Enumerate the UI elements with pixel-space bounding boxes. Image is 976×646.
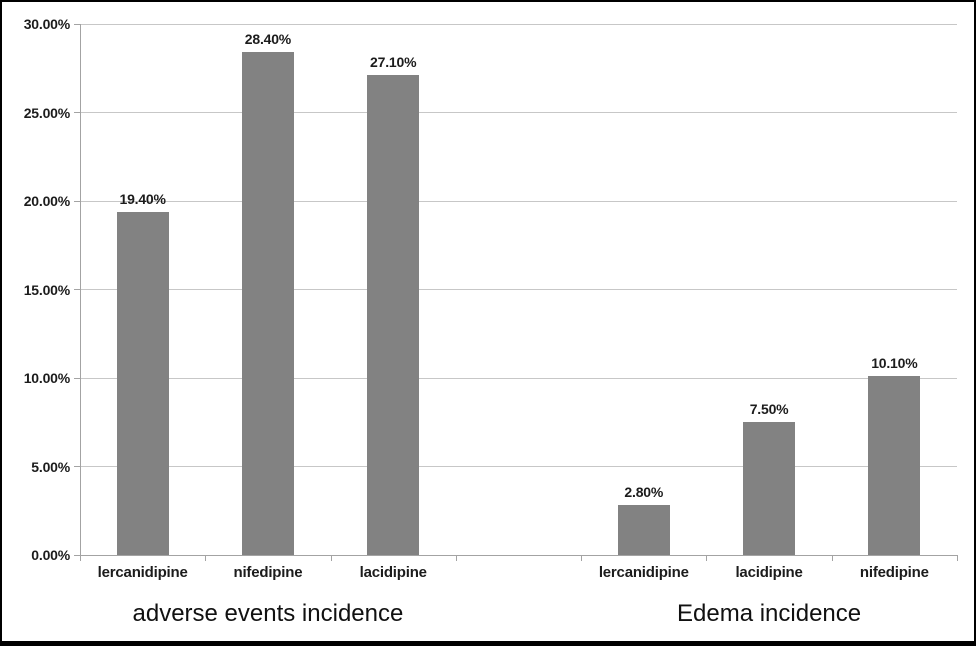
x-axis-tick <box>455 555 457 561</box>
group-axis-title: Edema incidence <box>677 600 862 627</box>
bar-value-label: 28.40% <box>244 31 292 48</box>
x-axis-tick <box>831 555 833 561</box>
bar-value-label: 27.10% <box>370 54 417 71</box>
bar-lercanidipine <box>116 211 169 555</box>
bar-nifedipine <box>868 376 921 555</box>
gridline <box>80 112 957 113</box>
bar-value-label: 7.50% <box>749 401 789 418</box>
y-axis-tick <box>74 377 80 379</box>
x-axis-tick <box>957 555 958 561</box>
bar-lacidipine <box>743 422 796 555</box>
group-axis-title: adverse events incidence <box>132 600 404 627</box>
bar-value-label: 2.80% <box>624 484 664 501</box>
y-axis-tick <box>74 289 80 290</box>
gridline <box>80 289 957 290</box>
category-label: lacidipine <box>359 564 427 581</box>
bar-nifedipine <box>241 52 294 555</box>
bar-lercanidipine <box>617 505 670 555</box>
y-axis-tick-label: 0.00% <box>31 547 70 563</box>
y-axis-tick-label: 5.00% <box>31 458 70 475</box>
bar-value-label: 10.10% <box>871 355 918 372</box>
x-axis-line <box>80 554 957 556</box>
bar-lacidipine <box>367 75 420 555</box>
y-axis-tick-label: 20.00% <box>23 193 70 209</box>
gridline <box>80 23 957 25</box>
x-axis-tick <box>706 555 708 561</box>
y-axis-tick-label: 10.00% <box>23 370 70 386</box>
gridline <box>80 466 957 467</box>
y-axis-tick <box>74 23 80 25</box>
y-axis-tick <box>74 200 80 202</box>
category-label: nifedipine <box>233 564 303 581</box>
x-axis-tick <box>330 555 332 561</box>
x-axis-tick <box>205 555 207 561</box>
y-axis-tick-label: 25.00% <box>23 104 70 121</box>
category-label: lercanidipine <box>598 564 689 581</box>
y-axis-tick-label: 15.00% <box>23 281 70 298</box>
bar-value-label: 19.40% <box>119 190 166 207</box>
y-axis-tick <box>74 112 80 113</box>
y-axis-tick-label: 30.00% <box>23 16 70 32</box>
gridline <box>80 377 957 379</box>
x-axis-tick <box>581 555 583 561</box>
y-axis-tick <box>74 466 80 467</box>
category-label: lacidipine <box>735 564 803 581</box>
x-axis-tick <box>80 555 81 561</box>
gridline <box>80 200 957 202</box>
category-label: nifedipine <box>859 564 929 581</box>
y-axis-tick <box>74 554 80 556</box>
category-label: lercanidipine <box>97 564 188 581</box>
y-axis-line <box>80 24 81 556</box>
